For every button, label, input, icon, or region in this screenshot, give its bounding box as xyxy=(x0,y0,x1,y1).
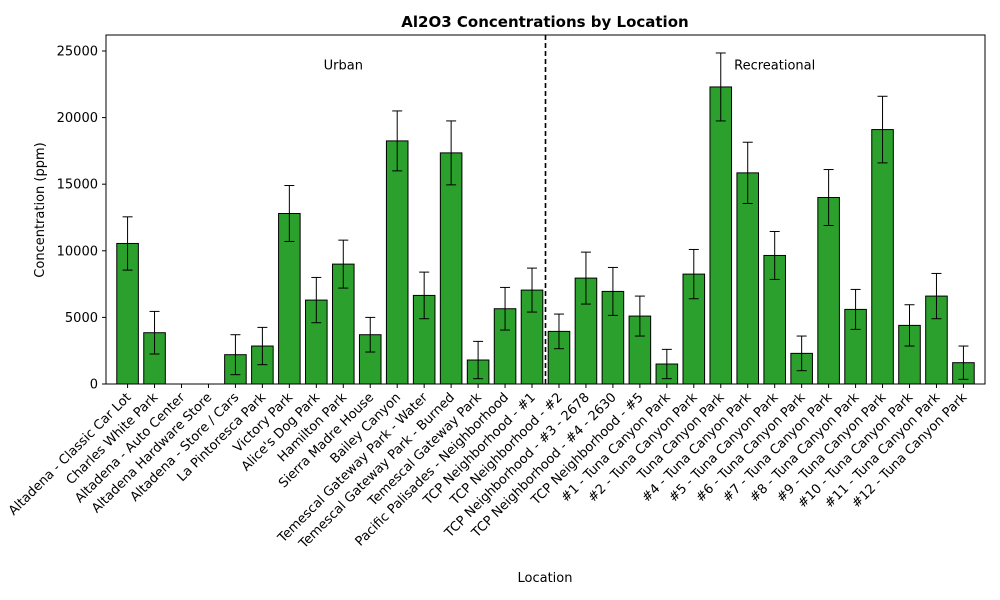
bar xyxy=(439,152,463,385)
y-tick-label: 20000 xyxy=(57,111,98,126)
y-tick-label: 15000 xyxy=(57,178,98,193)
y-axis-label: Concentration (ppm) xyxy=(33,142,48,277)
chart-title: Al2O3 Concentrations by Location xyxy=(401,13,688,31)
y-tick-label: 10000 xyxy=(57,244,98,259)
bar xyxy=(385,140,409,385)
plot-frame xyxy=(105,34,986,385)
group-annotation: Urban xyxy=(324,58,363,73)
bar xyxy=(871,129,894,385)
group-annotation: Recreational xyxy=(734,58,815,73)
y-tick-label: 5000 xyxy=(65,311,98,326)
plot-area: Urban Recreational 0 5000 10000 15000 20000 250… xyxy=(6,34,986,552)
y-tick-label: 25000 xyxy=(57,44,98,59)
y-tick-label: 0 xyxy=(90,378,98,393)
x-axis-label: Location xyxy=(518,571,573,586)
bar xyxy=(709,86,733,385)
bar xyxy=(736,172,760,385)
x-tick-label: Altadena - Auto Center xyxy=(72,390,188,506)
